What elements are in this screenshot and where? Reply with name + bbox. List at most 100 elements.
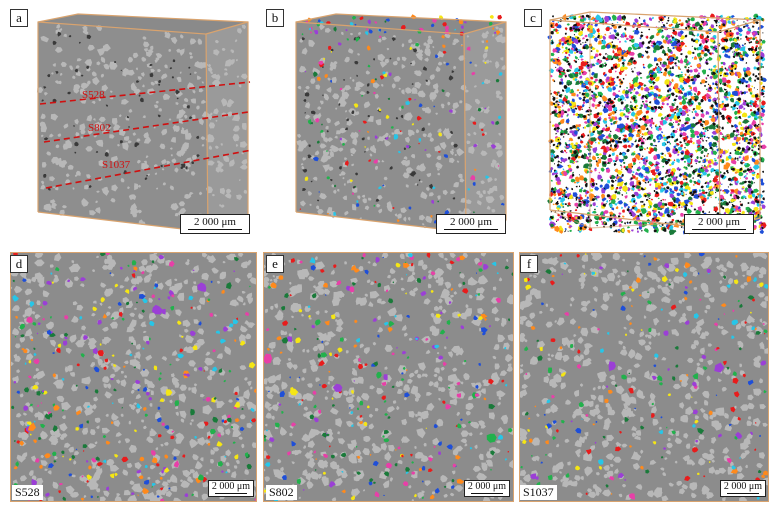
pore-shadow	[684, 142, 686, 144]
grain-light	[87, 44, 95, 51]
grain-light	[199, 191, 203, 196]
pore	[659, 181, 662, 184]
pore	[595, 106, 598, 109]
pore	[740, 196, 744, 200]
pore-shadow	[666, 141, 669, 144]
grain-light	[186, 346, 195, 354]
pore	[574, 202, 579, 208]
pore-shadow	[608, 82, 611, 86]
pore	[745, 206, 750, 211]
pore	[704, 120, 710, 126]
pore	[671, 42, 676, 47]
pore	[722, 189, 725, 192]
pore	[671, 161, 675, 164]
pore-shadow	[582, 27, 584, 30]
pore	[612, 51, 615, 54]
pore	[624, 89, 630, 95]
pore	[740, 126, 745, 131]
cube-front-face	[296, 22, 466, 232]
grain-light	[127, 186, 130, 190]
grain-light	[28, 406, 34, 413]
grain-light	[171, 448, 181, 457]
grain-light	[100, 73, 104, 78]
grain-light	[429, 92, 437, 100]
pore	[495, 79, 500, 83]
pore	[761, 108, 766, 114]
pore	[591, 47, 596, 51]
grain-light	[86, 482, 93, 488]
pore	[480, 128, 484, 131]
pore	[606, 76, 610, 80]
pore-shadow	[571, 187, 574, 191]
grain-light	[208, 255, 217, 264]
pore	[367, 19, 371, 25]
pore	[601, 138, 608, 144]
grain-light	[104, 44, 108, 49]
pore	[660, 97, 664, 100]
grain-light	[229, 159, 235, 167]
pore-shadow	[650, 85, 653, 88]
pore-shadow	[753, 152, 757, 156]
pore	[747, 76, 752, 81]
grain-light	[159, 312, 170, 319]
grain-light	[74, 276, 80, 281]
pore	[378, 35, 382, 38]
pore-shadow	[679, 173, 683, 177]
pore	[676, 192, 681, 197]
pore	[629, 181, 635, 187]
grain-light	[244, 333, 252, 340]
pore	[552, 59, 556, 62]
pore-shadow	[617, 140, 621, 144]
pore	[691, 56, 694, 59]
pore-shadow	[729, 73, 732, 75]
pore	[655, 66, 661, 72]
pore	[668, 224, 674, 230]
pore-shadow	[577, 130, 579, 132]
pore	[624, 124, 630, 131]
pore-shadow	[642, 155, 644, 157]
pore-shadow	[640, 141, 645, 145]
pore	[564, 55, 567, 58]
grain-light	[394, 213, 398, 217]
pore	[674, 38, 678, 42]
grain-light	[240, 253, 243, 256]
pore	[729, 97, 734, 103]
pore-shadow	[756, 89, 758, 90]
pore	[719, 171, 722, 174]
pore	[612, 49, 614, 51]
grain-light	[452, 42, 457, 46]
pore	[604, 15, 610, 23]
pore-shadow	[567, 156, 571, 160]
pore	[668, 60, 675, 65]
pore	[613, 159, 616, 163]
pore-shadow	[760, 75, 763, 79]
pore	[631, 189, 633, 191]
pore	[760, 104, 765, 109]
grain-light	[201, 81, 204, 84]
pore	[604, 62, 607, 65]
grain-light	[150, 464, 156, 470]
pore	[481, 133, 485, 137]
pore-shadow	[665, 158, 667, 160]
grain-light	[164, 278, 172, 287]
pore	[712, 135, 719, 142]
pore	[703, 148, 709, 153]
pore	[594, 168, 597, 172]
pore	[554, 197, 556, 199]
pore	[613, 107, 618, 113]
pore-shadow	[582, 115, 587, 119]
grain-light	[375, 119, 382, 126]
pore-shadow	[690, 78, 694, 82]
grain-light	[414, 70, 422, 77]
pore	[313, 30, 319, 35]
pore	[567, 202, 571, 206]
pore-shadow	[709, 32, 711, 35]
dark-grain	[138, 94, 141, 97]
pore-shadow	[677, 39, 679, 41]
grain-light	[70, 263, 81, 273]
pore-shadow	[755, 53, 759, 57]
pore-shadow	[704, 85, 706, 87]
pore-shadow	[573, 27, 576, 30]
grain-light	[368, 197, 372, 201]
pore-shadow	[581, 15, 585, 18]
